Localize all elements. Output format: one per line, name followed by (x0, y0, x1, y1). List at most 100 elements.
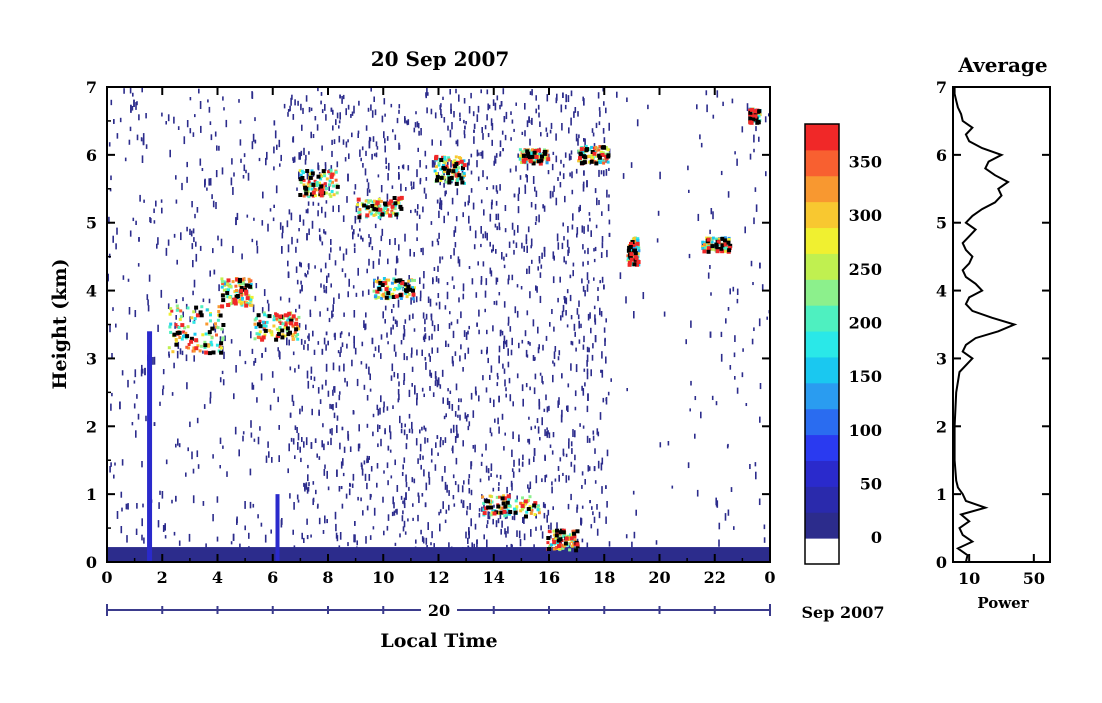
noise-speck (496, 226, 498, 231)
echo-core (629, 252, 634, 257)
noise-speck (420, 128, 422, 136)
noise-speck (608, 232, 611, 237)
noise-speck (410, 209, 412, 214)
noise-speck (224, 335, 226, 342)
noise-speck (484, 125, 487, 130)
noise-speck (603, 101, 605, 106)
noise-speck (231, 158, 233, 165)
noise-speck (252, 133, 255, 142)
echo-point (570, 540, 574, 544)
echo-point (198, 349, 202, 353)
noise-speck (433, 267, 436, 271)
echo-point (187, 346, 190, 350)
noise-speck (501, 330, 504, 336)
echo-core (508, 510, 513, 514)
noise-speck (261, 307, 264, 314)
echo-point (265, 320, 269, 324)
noise-speck (586, 405, 589, 413)
noise-speck (758, 318, 761, 327)
noise-speck (246, 214, 249, 218)
noise-speck (182, 311, 184, 318)
noise-speck (188, 533, 191, 542)
echo-point (328, 172, 332, 175)
noise-speck (248, 532, 250, 539)
noise-speck (516, 284, 519, 288)
noise-speck (357, 233, 360, 237)
noise-speck (535, 526, 537, 531)
echo-point (237, 300, 241, 304)
noise-speck (504, 205, 507, 212)
noise-speck (330, 283, 332, 288)
noise-speck (258, 157, 261, 162)
noise-speck (324, 104, 326, 111)
noise-speck (476, 114, 479, 122)
noise-speck (371, 153, 373, 160)
noise-speck (366, 395, 369, 401)
echo-point (392, 211, 396, 215)
noise-speck (687, 462, 690, 469)
echo-point (205, 322, 209, 326)
noise-speck (304, 483, 306, 492)
noise-speck (364, 473, 367, 481)
noise-speck (689, 408, 691, 412)
noise-speck (478, 395, 480, 402)
echo-point (257, 332, 261, 336)
noise-speck (211, 194, 213, 200)
noise-speck (322, 530, 325, 534)
noise-speck (454, 436, 457, 443)
noise-speck (518, 468, 521, 473)
noise-speck (325, 331, 328, 336)
noise-speck (387, 445, 390, 451)
noise-speck (604, 339, 606, 346)
noise-speck (593, 248, 595, 252)
noise-speck (498, 345, 501, 353)
noise-speck (582, 388, 585, 396)
noise-speck (287, 260, 289, 267)
noise-speck (496, 190, 499, 194)
echo-point (204, 332, 208, 336)
noise-speck (430, 108, 433, 115)
echo-point (323, 182, 327, 186)
noise-speck (482, 170, 484, 178)
echo-core (706, 237, 711, 242)
noise-speck (482, 233, 484, 239)
noise-speck (564, 104, 567, 110)
noise-speck (513, 459, 515, 467)
noise-speck (292, 400, 295, 407)
noise-speck (453, 111, 455, 118)
colorbar-tick-label: 300 (849, 206, 882, 225)
echo-point (368, 210, 372, 214)
echo-point (372, 213, 376, 217)
echo-point (584, 144, 588, 148)
noise-speck (576, 227, 579, 235)
noise-speck (420, 248, 422, 253)
noise-speck (443, 182, 445, 188)
noise-speck (286, 337, 288, 346)
noise-speck (374, 109, 377, 116)
noise-speck (161, 491, 164, 499)
noise-speck (299, 446, 301, 453)
echo-core (540, 154, 544, 159)
noise-speck (513, 193, 516, 198)
noise-speck (576, 308, 579, 315)
echo-point (376, 295, 380, 299)
echo-core (501, 501, 506, 506)
noise-speck (467, 330, 469, 335)
noise-speck (295, 246, 297, 253)
noise-speck (547, 524, 550, 530)
echo-core (489, 505, 494, 510)
noise-speck (477, 261, 479, 266)
average-title: Average (957, 53, 1047, 77)
echo-point (443, 156, 447, 159)
noise-speck (272, 217, 275, 222)
echo-core (606, 154, 611, 159)
noise-speck (542, 502, 545, 508)
echo-core (755, 109, 760, 114)
echo-core (198, 310, 203, 315)
noise-speck (602, 397, 605, 403)
noise-speck (353, 247, 356, 254)
noise-speck (292, 114, 295, 120)
noise-speck (209, 270, 211, 277)
noise-speck (123, 88, 125, 94)
